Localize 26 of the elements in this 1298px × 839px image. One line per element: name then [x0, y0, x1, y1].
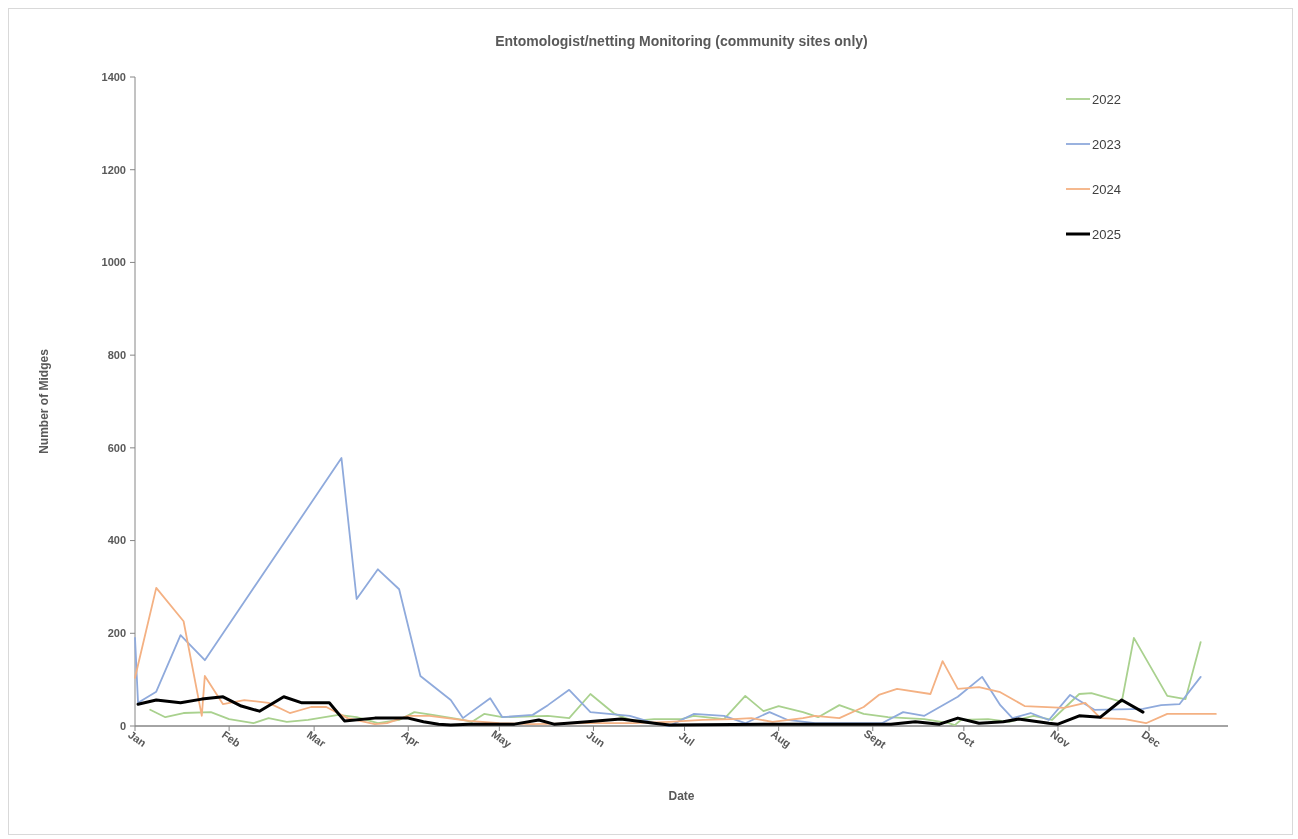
x-tick-label: Apr	[399, 728, 423, 750]
y-tick-label: 200	[107, 627, 126, 640]
x-tick-label: Jan	[126, 728, 149, 750]
y-tick-label: 1000	[101, 256, 126, 269]
legend-label: 2022	[1092, 91, 1121, 107]
x-tick-label: Jul	[676, 729, 697, 749]
x-tick-label: Nov	[1048, 727, 1073, 751]
x-tick-label: May	[489, 727, 515, 751]
legend-label: 2023	[1092, 136, 1121, 152]
y-tick-label: 1400	[101, 70, 126, 83]
y-tick-label: 800	[107, 348, 126, 361]
legend-label: 2025	[1092, 226, 1121, 242]
chart-title: Entomologist/netting Monitoring (community sites only)	[495, 33, 868, 49]
y-tick-label: 400	[107, 534, 126, 547]
x-tick-label: Dec	[1139, 728, 1164, 750]
x-tick-label: Aug	[768, 727, 794, 750]
y-axis-title: Number of Midges	[37, 348, 51, 454]
y-tick-label: 0	[119, 719, 126, 732]
y-tick-label: 1200	[101, 163, 126, 176]
legend-label: 2024	[1092, 181, 1121, 197]
x-tick-label: Oct	[955, 728, 978, 750]
y-tick-label: 600	[107, 441, 126, 454]
x-axis-title: Date	[668, 789, 695, 803]
x-tick-label: Feb	[219, 728, 244, 750]
x-tick-label: Mar	[304, 728, 329, 750]
x-tick-label: Jun	[584, 728, 608, 750]
